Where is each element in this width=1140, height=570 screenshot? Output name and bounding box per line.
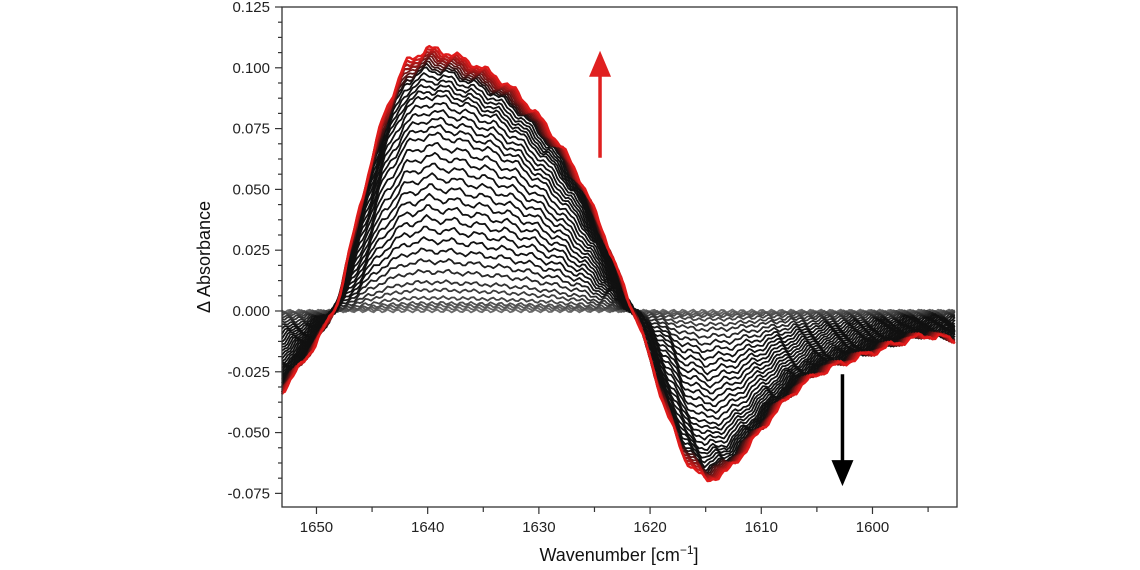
spectrum-trace	[281, 48, 955, 482]
y-tick-label: 0.025	[232, 242, 270, 259]
y-tick-label: -0.075	[227, 485, 270, 502]
x-tick-label: 1630	[522, 519, 555, 536]
y-tick-label: -0.050	[227, 425, 270, 442]
spectrum-trace	[281, 225, 956, 368]
spectrum-trace	[281, 204, 956, 382]
spectrum-trace	[281, 247, 955, 354]
spectra-traces	[280, 44, 956, 483]
x-tick-label: 1610	[745, 519, 778, 536]
x-tick-label: 1620	[633, 519, 666, 536]
arrow-down-head	[831, 460, 854, 487]
arrow-up-head	[589, 50, 612, 77]
x-axis-label-superscript: −1	[680, 543, 694, 557]
plot-frame	[281, 6, 958, 508]
y-axis-label: Δ Absorbance	[194, 201, 214, 313]
trend-arrows	[589, 50, 854, 487]
x-axis-label: Wavenumber [cm−1]	[539, 543, 698, 565]
y-tick-label: 0.100	[232, 60, 270, 77]
y-tick-label: -0.025	[227, 364, 270, 381]
x-tick-label: 1650	[300, 519, 333, 536]
x-axis-label-main: Wavenumber [cm	[539, 545, 679, 565]
x-tick-label: 1640	[411, 519, 444, 536]
spectrum-trace	[281, 192, 956, 389]
spectrum-trace	[281, 268, 956, 339]
spectrum-trace	[281, 44, 956, 483]
spectrum-trace	[282, 258, 956, 346]
spectrum-trace	[281, 279, 955, 333]
y-tick-label: 0.125	[232, 0, 270, 16]
y-axis: 0.125 0.100 0.075 0.050 0.025 0.000 -0.025 -0.0…	[227, 0, 282, 502]
x-axis-label-end: ]	[694, 545, 699, 565]
y-tick-label: 0.075	[232, 121, 270, 138]
y-tick-label: 0.000	[232, 303, 270, 320]
x-tick-label: 1600	[856, 519, 889, 536]
y-tick-label: 0.050	[232, 181, 270, 198]
x-axis: 1650 1640 1630 1620 1610 1600	[300, 507, 929, 536]
